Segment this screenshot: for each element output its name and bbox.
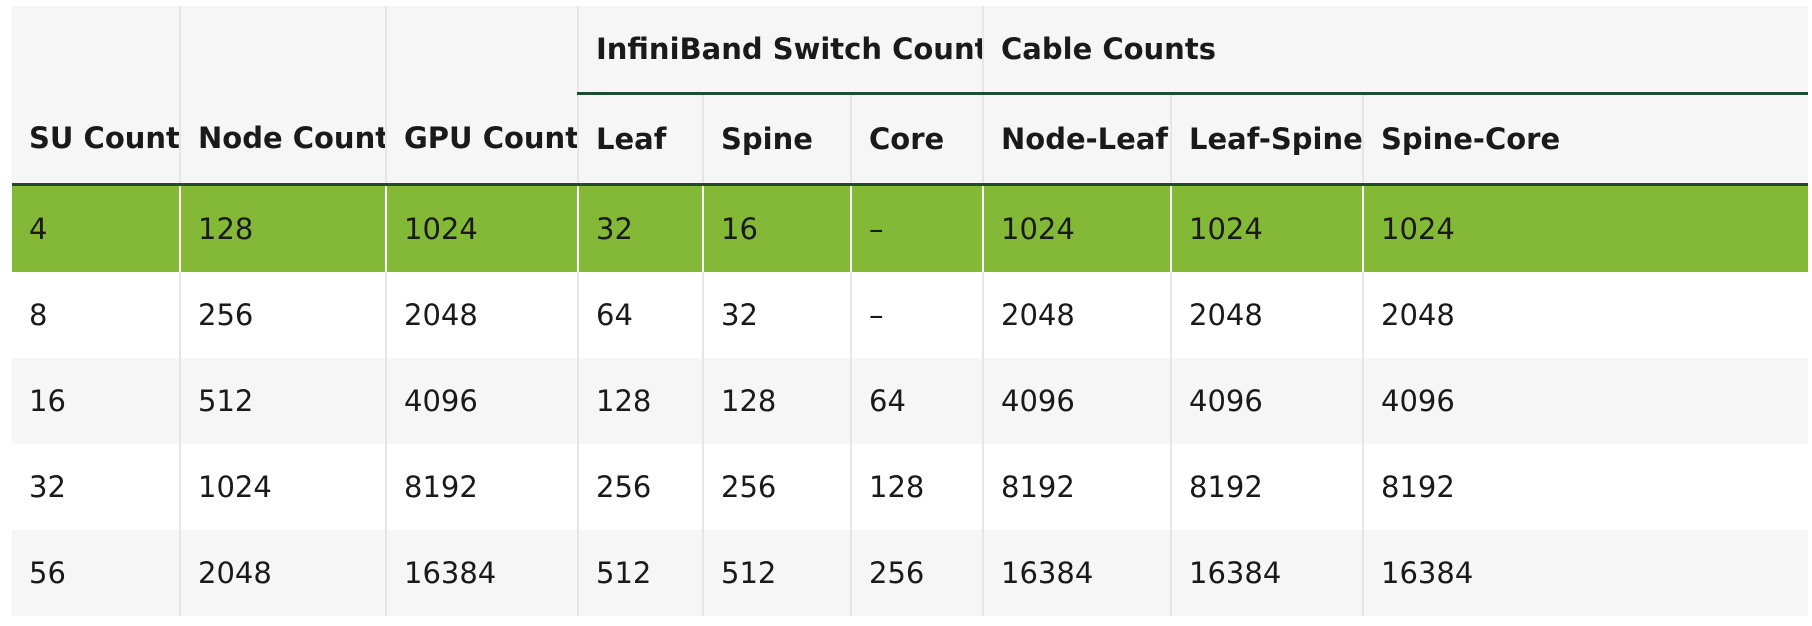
table-cell: 64 bbox=[577, 272, 703, 358]
table-row: 56 2048 16384 512 512 256 16384 16384 16… bbox=[12, 530, 1809, 616]
table-cell: 16 bbox=[702, 184, 851, 272]
column-header-core: Core bbox=[849, 93, 984, 186]
table-cell: 4 bbox=[12, 184, 180, 272]
table-cell: – bbox=[849, 272, 984, 358]
table-row: 8 256 2048 64 32 – 2048 2048 2048 bbox=[12, 272, 1809, 358]
table-cell: 256 bbox=[179, 272, 386, 358]
table-cell: 2048 bbox=[982, 272, 1172, 358]
table-row: 16 512 4096 128 128 64 4096 4096 4096 bbox=[12, 358, 1809, 444]
table-cell: 2048 bbox=[385, 272, 578, 358]
table-cell: 8 bbox=[12, 272, 180, 358]
table-cell: 16384 bbox=[385, 530, 578, 616]
table-cell: 8192 bbox=[982, 444, 1172, 530]
column-header-leaf-spine: Leaf-Spine bbox=[1170, 93, 1364, 186]
table-cell: 32 bbox=[702, 272, 851, 358]
table-cell: 2048 bbox=[179, 530, 386, 616]
table-cell: 16384 bbox=[1362, 530, 1809, 616]
column-header-leaf: Leaf bbox=[577, 93, 703, 186]
table-cell: 1024 bbox=[982, 184, 1172, 272]
table-cell: 32 bbox=[577, 184, 703, 272]
table-row: 32 1024 8192 256 256 128 8192 8192 8192 bbox=[12, 444, 1809, 530]
header-column-row: SU Count Node Count GPU Count Leaf Spine… bbox=[12, 93, 1809, 186]
table-cell: 64 bbox=[849, 358, 984, 444]
table-cell: 1024 bbox=[1170, 184, 1364, 272]
table-cell: 8192 bbox=[385, 444, 578, 530]
table-cell: – bbox=[849, 184, 984, 272]
table-cell: 256 bbox=[702, 444, 851, 530]
column-header-gpu-count: GPU Count bbox=[385, 93, 578, 186]
table-cell: 2048 bbox=[1170, 272, 1364, 358]
table-cell: 128 bbox=[577, 358, 703, 444]
table-cell: 4096 bbox=[1362, 358, 1809, 444]
group-header-switch-counts: InfiniBand Switch Counts bbox=[576, 6, 984, 95]
su-scaling-table: InfiniBand Switch Counts Cable Counts SU… bbox=[12, 6, 1809, 616]
column-header-su-count: SU Count bbox=[12, 93, 180, 186]
group-header-cable-counts: Cable Counts bbox=[982, 6, 1809, 95]
table-cell: 128 bbox=[702, 358, 851, 444]
table-cell: 4096 bbox=[385, 358, 578, 444]
column-header-spine: Spine bbox=[702, 93, 851, 186]
table-cell: 1024 bbox=[385, 184, 578, 272]
table-cell: 8192 bbox=[1170, 444, 1364, 530]
table-cell: 16 bbox=[12, 358, 180, 444]
table-cell: 8192 bbox=[1362, 444, 1809, 530]
header-group-row: InfiniBand Switch Counts Cable Counts bbox=[12, 6, 1809, 95]
table-cell: 512 bbox=[577, 530, 703, 616]
table-cell: 2048 bbox=[1362, 272, 1809, 358]
table-cell: 256 bbox=[849, 530, 984, 616]
header-spacer bbox=[385, 6, 578, 94]
table-cell: 16384 bbox=[1170, 530, 1364, 616]
table-cell: 128 bbox=[179, 184, 386, 272]
table-body: 4 128 1024 32 16 – 1024 1024 1024 8 256 … bbox=[12, 184, 1809, 616]
table-cell: 16384 bbox=[982, 530, 1172, 616]
table-cell: 128 bbox=[849, 444, 984, 530]
header-spacer bbox=[12, 6, 180, 94]
header-spacer bbox=[179, 6, 386, 94]
column-header-node-leaf: Node-Leaf bbox=[982, 93, 1172, 186]
table-row-highlighted: 4 128 1024 32 16 – 1024 1024 1024 bbox=[12, 184, 1809, 272]
table-cell: 1024 bbox=[179, 444, 386, 530]
column-header-spine-core: Spine-Core bbox=[1362, 93, 1809, 186]
column-header-node-count: Node Count bbox=[179, 93, 386, 186]
table-cell: 1024 bbox=[1362, 184, 1809, 272]
table-cell: 4096 bbox=[982, 358, 1172, 444]
table-cell: 32 bbox=[12, 444, 180, 530]
table-cell: 512 bbox=[702, 530, 851, 616]
table-cell: 256 bbox=[577, 444, 703, 530]
table-cell: 512 bbox=[179, 358, 386, 444]
table-cell: 56 bbox=[12, 530, 180, 616]
table-header: InfiniBand Switch Counts Cable Counts SU… bbox=[12, 6, 1809, 186]
table-cell: 4096 bbox=[1170, 358, 1364, 444]
su-scaling-table-container: InfiniBand Switch Counts Cable Counts SU… bbox=[12, 6, 1809, 616]
